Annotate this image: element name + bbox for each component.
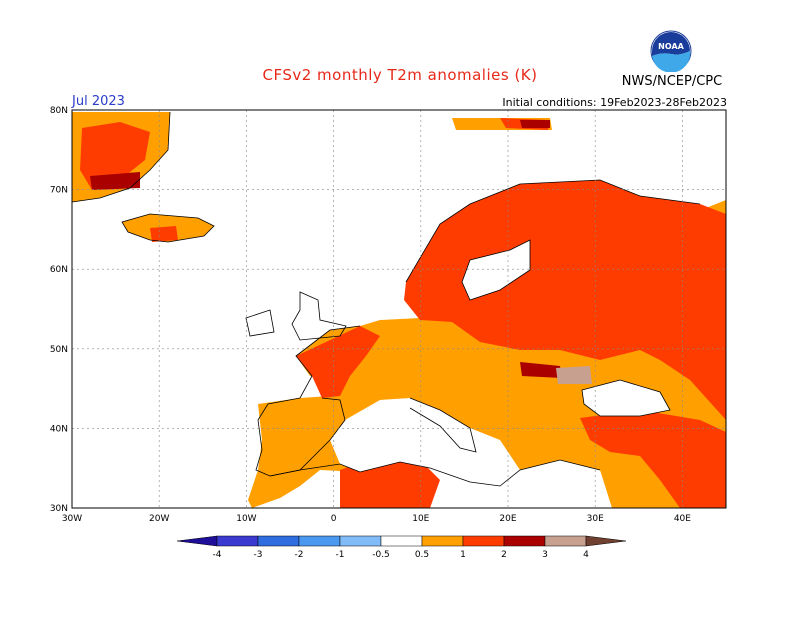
colorbar-segment: [339, 535, 382, 547]
lon-tick-label: 10E: [412, 514, 429, 524]
italy-coast: [409, 397, 477, 453]
north-africa-coast: [269, 459, 601, 487]
colorbar: -4 -3 -2 -1 -0.5 0.5 1 2 3 4: [176, 535, 627, 560]
baltic-darkred: [520, 362, 562, 378]
lon-tick-label: 40E: [674, 514, 691, 524]
lat-tick-label: 80N: [50, 106, 68, 116]
colorbar-label: -1: [336, 550, 345, 560]
greenland-coast: [71, 111, 171, 203]
france-coast: [295, 325, 361, 399]
black-sea-white: [582, 380, 670, 416]
iceland-coast: [121, 213, 215, 243]
graticule: [72, 110, 726, 508]
colorbar-segment: [298, 535, 341, 547]
greenland-red: [80, 122, 150, 190]
lon-tick-label: 30E: [587, 514, 604, 524]
lat-tick-label: 60N: [50, 265, 68, 275]
anomaly-shading: [72, 112, 726, 508]
greenland-darkred: [90, 172, 140, 190]
logo-text: NOAA: [658, 42, 684, 51]
colorbar-label: 0.5: [415, 550, 429, 560]
lat-tick-label: 50N: [50, 345, 68, 355]
lon-tick-label: 30W: [62, 514, 82, 524]
axis-labels: 30N 40N 50N 60N 70N 80N 30W 20W 10W 0 10E 20E 30E 40E: [50, 106, 691, 524]
colorbar-label: 4: [583, 550, 589, 560]
coastlines: [71, 111, 701, 487]
svalbard-darkred: [520, 120, 550, 128]
valid-month: Jul 2023: [72, 94, 125, 109]
colorbar-segment: [544, 535, 587, 547]
colorbar-segment: [421, 535, 464, 547]
ukraine-brown: [556, 366, 592, 384]
colorbar-segment: [380, 535, 423, 547]
colorbar-label: -0.5: [372, 550, 390, 560]
colorbar-label: -2: [295, 550, 304, 560]
colorbar-label: 1: [460, 550, 466, 560]
colorbar-arrow-high: [585, 535, 627, 547]
lon-tick-label: 0: [331, 514, 337, 524]
colorbar-segment: [257, 535, 300, 547]
lon-tick-label: 20E: [499, 514, 516, 524]
sahara-white: [440, 486, 520, 508]
baltic-white: [462, 240, 530, 300]
agency-label: NWS/NCEP/CPC: [621, 74, 723, 89]
lat-tick-label: 40N: [50, 424, 68, 434]
baltic-coast: [461, 239, 531, 301]
map-border: [71, 109, 727, 509]
turkey-red: [580, 410, 726, 508]
colorbar-label: -4: [213, 550, 222, 560]
colorbar-label: 2: [501, 550, 507, 560]
scandinavia-red: [404, 180, 726, 420]
black-sea-coast: [581, 379, 671, 417]
scandinavia-coast: [405, 179, 701, 283]
noaa-logo-icon: NOAA: [650, 30, 692, 72]
lon-tick-label: 20W: [149, 514, 169, 524]
colorbar-arrow-low: [176, 535, 218, 547]
colorbar-label: 3: [542, 550, 548, 560]
colorbar-segment: [503, 535, 546, 547]
lon-tick-label: 10W: [236, 514, 256, 524]
colorbar-label: -3: [254, 550, 263, 560]
chart-title: CFSv2 monthly T2m anomalies (K): [262, 66, 538, 84]
france-red: [296, 326, 380, 398]
lat-tick-label: 70N: [50, 186, 68, 196]
mediterranean-white: [330, 398, 520, 486]
britain-coast: [291, 291, 347, 341]
initial-conditions: Initial conditions: 19Feb2023-28Feb2023: [502, 96, 727, 109]
colorbar-segment: [462, 535, 505, 547]
lat-tick-label: 30N: [50, 504, 68, 514]
iceland-red: [150, 226, 178, 242]
colorbar-segment: [216, 535, 259, 547]
ireland-coast: [245, 309, 275, 337]
